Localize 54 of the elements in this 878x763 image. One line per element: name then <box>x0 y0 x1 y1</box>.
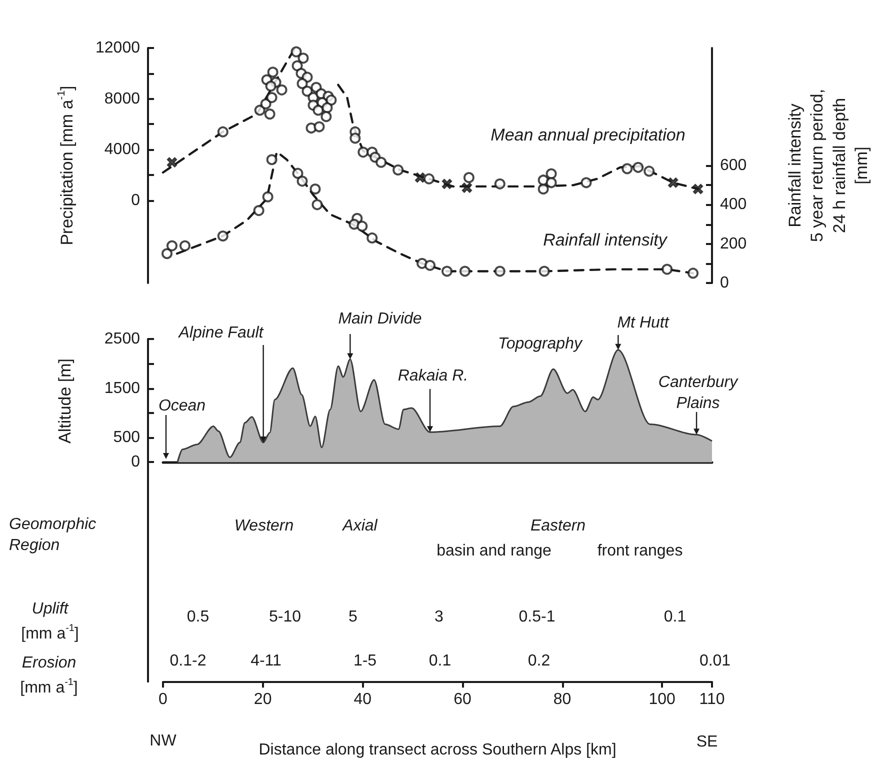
annotation: 0.2 <box>528 652 550 670</box>
y-tick-label: 4000 <box>104 141 140 158</box>
annotation: Rakaia R. <box>398 368 468 384</box>
x-tick-label: 0 <box>158 691 168 708</box>
y-tick-label: 500 <box>113 429 140 446</box>
annotation: 0.01 <box>699 652 731 670</box>
text: SE <box>696 734 718 750</box>
text: Erosion <box>22 654 76 672</box>
annotation: 0.5 <box>186 608 210 626</box>
annotation: Mt Hutt <box>617 314 670 332</box>
annotation: 4-11 <box>250 652 282 670</box>
annotation: 0.1 <box>664 608 686 626</box>
annotation: 0.1 <box>428 652 452 670</box>
text: Geomorphic Region <box>9 516 96 554</box>
y-tick-label: 0 <box>131 192 140 209</box>
y2-axis-title: Rainfall intensity 5 year return period, 24 h rainfall depth [mm] <box>786 88 871 242</box>
annotation: Alpine Fault <box>178 324 264 342</box>
y2-tick-label: 200 <box>720 235 747 252</box>
annotation: Main Divide <box>338 310 422 328</box>
annotation: 0.1-2 <box>170 652 206 670</box>
x-tick-label: 100 <box>648 691 676 708</box>
y2-tick-label: 400 <box>720 196 747 214</box>
annotation: basin and range <box>436 542 552 560</box>
y-tick-label: 8000 <box>104 90 140 108</box>
annotation: Mean annual precipitation <box>490 126 686 144</box>
text: Uplift <box>32 600 69 618</box>
x-axis-title: Distance along transect across Southern Alps [km] <box>258 742 616 758</box>
x-tick-label: 40 <box>354 691 372 708</box>
y-tick-label: 1500 <box>104 380 140 397</box>
annotation: 5 <box>348 608 358 626</box>
text: NW <box>150 732 178 750</box>
y-axis-title: Altitude [m] <box>56 358 74 444</box>
annotation: Ocean <box>158 398 206 414</box>
x-tick-label: 60 <box>454 691 472 708</box>
y-tick-label: 12000 <box>96 40 140 56</box>
annotation: Eastern <box>530 518 586 534</box>
y2-tick-label: 600 <box>720 157 747 174</box>
annotation: Rainfall intensity <box>543 230 668 250</box>
annotation: 5-10 <box>268 608 302 626</box>
x-tick-label: 20 <box>254 691 272 708</box>
annotation: front ranges <box>597 542 683 560</box>
annotation: Canterbury Plains <box>658 374 739 412</box>
x-tick-label: 80 <box>553 691 572 708</box>
annotation: Western <box>234 518 294 534</box>
y-tick-label: 0 <box>131 454 140 471</box>
annotation: Axial <box>342 518 378 534</box>
annotation: Topography <box>498 336 583 352</box>
y-axis-title: Precipitation [mm a-1] <box>55 86 76 246</box>
y2-tick-label: 0 <box>720 274 729 292</box>
annotation: 1-5 <box>353 652 377 670</box>
annotation: 3 <box>434 608 444 626</box>
annotation: 0.5-1 <box>518 608 556 626</box>
y-tick-label: 2500 <box>104 330 140 348</box>
x-tick-label: 110 <box>699 691 725 708</box>
